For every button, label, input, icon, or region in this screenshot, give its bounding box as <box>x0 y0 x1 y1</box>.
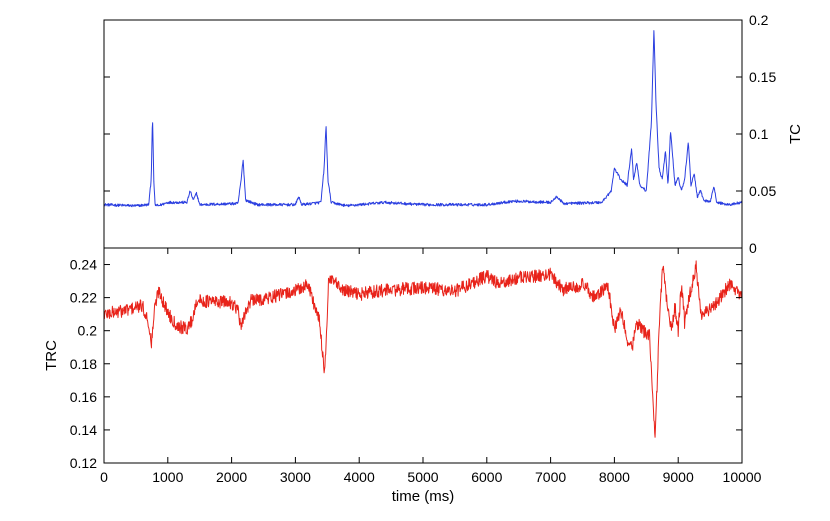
bottom-trc-panel: 0.12 0.14 0.16 0.18 0.2 0.22 0.24 0 1000 2000 300… <box>43 247 762 505</box>
trc-y-tick-label: 0.24 <box>70 257 97 273</box>
trc-y-tick-label: 0.16 <box>70 389 97 405</box>
top-tc-panel: 0 0.05 0.1 0.15 0.2 TC <box>103 12 804 256</box>
time-x-tick-label: 5000 <box>407 469 438 485</box>
time-x-tick-label: 6000 <box>471 469 502 485</box>
time-x-tick-label: 8000 <box>599 469 630 485</box>
tc-y-tick-label: 0.2 <box>749 12 769 28</box>
trc-y-tick-label: 0.18 <box>70 356 97 372</box>
tc-y-tick-label: 0 <box>749 240 757 256</box>
time-x-axis-label: time (ms) <box>392 488 455 505</box>
tc-series-line <box>103 30 743 208</box>
trc-series-layer <box>103 260 743 438</box>
time-x-axis-ticks: 0 1000 2000 3000 4000 5000 6000 7000 8000 9000 100… <box>100 248 762 485</box>
tc-y-axis-ticks: 0 0.05 0.1 0.15 0.2 <box>104 12 776 256</box>
bottom-axes-frame <box>103 247 743 464</box>
trc-y-tick-label: 0.12 <box>70 455 97 471</box>
time-x-tick-label: 0 <box>100 469 108 485</box>
time-x-tick-label: 10000 <box>723 469 762 485</box>
time-x-tick-label: 9000 <box>663 469 694 485</box>
time-x-tick-label: 4000 <box>344 469 375 485</box>
top-axes-frame <box>103 19 743 249</box>
time-x-tick-label: 1000 <box>152 469 183 485</box>
trc-y-axis-ticks: 0.12 0.14 0.16 0.18 0.2 0.22 0.24 <box>70 257 742 471</box>
trc-series-line <box>103 260 743 438</box>
tc-series-layer <box>103 30 743 208</box>
time-x-tick-label: 7000 <box>535 469 566 485</box>
trc-y-tick-label: 0.22 <box>70 290 97 306</box>
tc-y-tick-label: 0.05 <box>749 183 776 199</box>
time-x-tick-label: 3000 <box>280 469 311 485</box>
tc-y-tick-label: 0.15 <box>749 69 776 85</box>
trc-y-axis-label: TRC <box>43 340 60 371</box>
tc-y-tick-label: 0.1 <box>749 126 769 142</box>
trc-y-tick-label: 0.14 <box>70 422 97 438</box>
time-x-tick-label: 2000 <box>216 469 247 485</box>
tc-y-axis-label: TC <box>787 124 804 144</box>
trc-y-tick-label: 0.2 <box>78 323 98 339</box>
